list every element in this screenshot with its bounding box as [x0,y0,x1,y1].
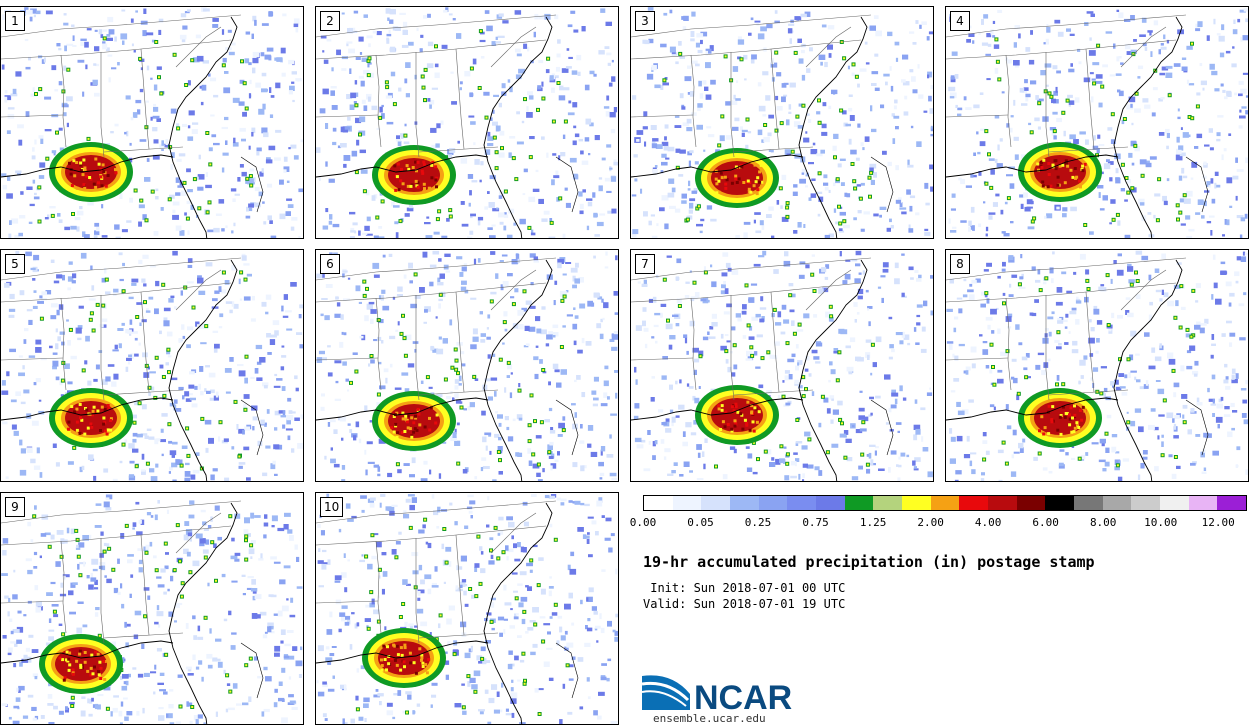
colorbar-segment [758,496,788,510]
precip-map [316,7,618,238]
colorbar-segment [1188,496,1218,510]
colorbar-segment [844,496,874,510]
colorbar-tick-label: 8.00 [1089,516,1117,529]
colorbar-tick-label: 0.75 [802,516,829,529]
colorbar-segment [787,496,817,510]
init-time: Init: Sun 2018-07-01 00 UTC [643,581,846,595]
colorbar-tick-label: 0.00 [629,516,657,529]
ensemble-member-panel: 8 [945,249,1249,482]
figure-title: 19-hr accumulated precipitation (in) pos… [643,553,1095,571]
ensemble-member-panel: 9 [0,492,304,725]
colorbar-segment [701,496,731,510]
colorbar-segment [902,496,931,510]
colorbar-segment [1160,496,1189,510]
precip-map [946,8,1248,238]
member-number-label: 7 [635,254,655,274]
member-number-label: 6 [320,254,340,274]
colorbar-tick-label: 0.05 [687,516,714,529]
ensemble-member-panel: 7 [630,249,934,482]
colorbar-segment [1102,496,1132,510]
precip-map [1,7,303,238]
precip-map [1,494,303,724]
valid-time: Valid: Sun 2018-07-01 19 UTC [643,597,846,611]
member-number-label: 2 [320,11,340,31]
ncar-logo: NCAR [642,675,792,714]
precip-map [1,250,303,481]
colorbar-segment [988,496,1017,510]
precip-map [946,250,1248,481]
ensemble-member-panel: 1 [0,6,304,239]
ensemble-member-panel: 2 [315,6,619,239]
member-number-label: 9 [5,497,25,517]
precip-map [631,7,933,238]
member-number-label: 8 [950,254,970,274]
logo-url: ensemble.ucar.edu [653,712,766,725]
ensemble-member-panel: 10 [315,492,619,725]
colorbar-segment [959,496,989,510]
colorbar-segment [1217,496,1247,510]
precip-map [631,250,933,481]
colorbar-segment [730,496,759,510]
precip-map [316,493,618,724]
precip-map [316,250,618,481]
colorbar-tick-label: 6.00 [1032,516,1059,529]
member-number-label: 10 [320,497,344,517]
colorbar-tick-label: 2.00 [917,516,944,529]
colorbar-segment [644,496,673,510]
member-number-label: 3 [635,11,655,31]
ensemble-member-panel: 3 [630,6,934,239]
colorbar-segment [1045,496,1075,510]
colorbar-segment [930,496,960,510]
ensemble-member-panel: 4 [945,6,1249,239]
member-number-label: 5 [5,254,25,274]
precip-colorbar [643,495,1247,511]
colorbar-tick-label: 0.25 [744,516,772,529]
colorbar-segment [672,496,702,510]
colorbar-tick-label: 10.00 [1144,516,1178,529]
colorbar-segment [1131,496,1161,510]
colorbar-segment [816,496,845,510]
colorbar-segment [1074,496,1103,510]
colorbar-tick-label: 1.25 [859,516,887,529]
colorbar-tick-label: 12.00 [1201,516,1235,529]
ncar-logo-text: NCAR [694,679,792,714]
colorbar-segment [873,496,903,510]
ensemble-member-panel: 6 [315,249,619,482]
member-number-label: 4 [950,11,970,31]
colorbar-tick-label: 4.00 [974,516,1002,529]
colorbar-segment [1016,496,1046,510]
member-number-label: 1 [5,11,25,31]
ensemble-member-panel: 5 [0,249,304,482]
